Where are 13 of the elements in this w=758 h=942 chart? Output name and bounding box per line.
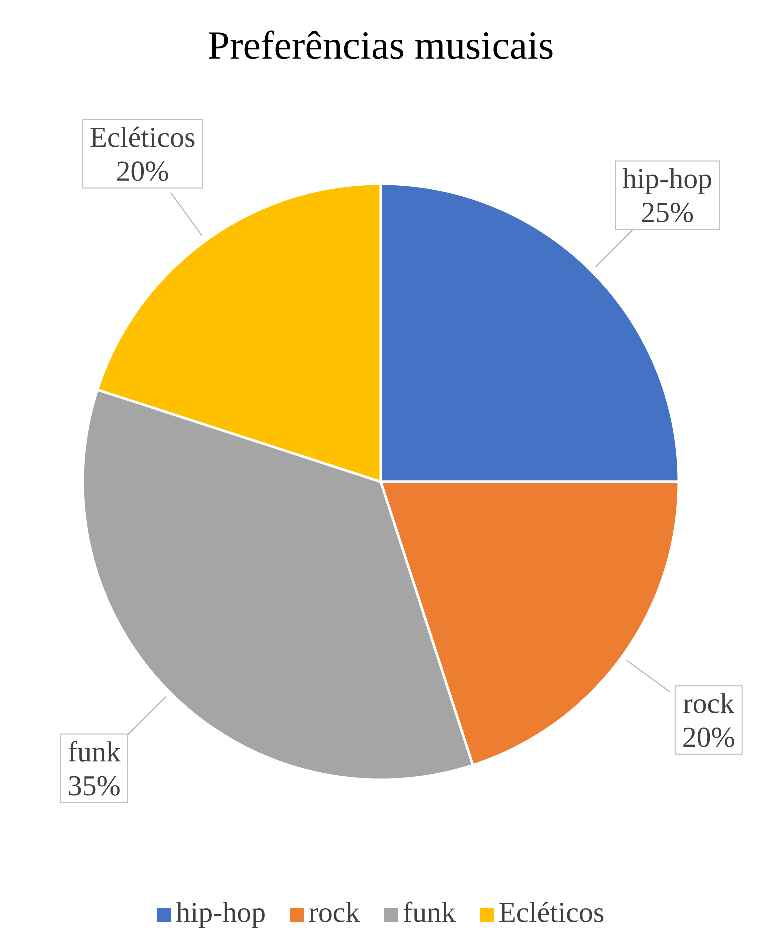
legend-label: funk: [404, 902, 456, 922]
chart-title: Preferências musicais: [208, 30, 553, 60]
legend-label: Ecléticos: [500, 902, 604, 922]
data-label: 25%: [642, 202, 694, 223]
data-label: 35%: [69, 776, 120, 796]
slice-label: Ecléticos: [90, 126, 195, 148]
slice-label: funk: [68, 741, 121, 762]
legend-label: rock: [309, 902, 360, 922]
data-label: 20%: [118, 162, 168, 182]
data-label: 20%: [684, 728, 734, 748]
slice-label: rock: [684, 693, 735, 714]
slice-label: hip-hop: [622, 168, 712, 194]
legend-label: hip-hop: [176, 902, 265, 928]
